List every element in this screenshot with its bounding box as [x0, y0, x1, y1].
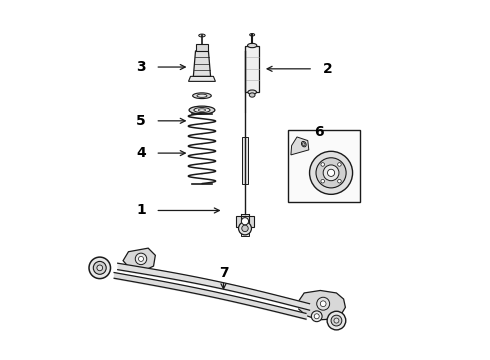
Circle shape — [316, 158, 346, 188]
Ellipse shape — [197, 94, 207, 97]
Text: 3: 3 — [136, 60, 146, 74]
Text: 5: 5 — [136, 114, 146, 128]
Circle shape — [242, 225, 248, 231]
Ellipse shape — [247, 43, 257, 48]
Ellipse shape — [250, 33, 255, 36]
Circle shape — [331, 315, 342, 326]
Circle shape — [311, 311, 322, 321]
Text: 4: 4 — [136, 146, 146, 160]
Circle shape — [314, 314, 319, 319]
Polygon shape — [189, 76, 216, 81]
Circle shape — [338, 179, 341, 183]
Ellipse shape — [248, 90, 256, 94]
Circle shape — [242, 218, 248, 225]
Text: 2: 2 — [322, 62, 332, 76]
Circle shape — [321, 179, 324, 183]
Bar — [196, 44, 208, 51]
Circle shape — [338, 163, 341, 166]
Text: 1: 1 — [136, 203, 146, 217]
Ellipse shape — [198, 109, 205, 111]
Circle shape — [89, 257, 111, 279]
Circle shape — [310, 151, 353, 194]
Ellipse shape — [194, 108, 210, 113]
Polygon shape — [194, 51, 211, 76]
Circle shape — [93, 261, 106, 274]
Circle shape — [97, 265, 102, 271]
Circle shape — [239, 222, 251, 235]
Circle shape — [317, 297, 330, 310]
Circle shape — [334, 318, 339, 323]
Bar — [241, 214, 249, 235]
Circle shape — [321, 163, 324, 166]
Ellipse shape — [303, 143, 305, 145]
Bar — [236, 216, 254, 226]
Bar — [245, 45, 259, 92]
Circle shape — [323, 165, 339, 181]
Ellipse shape — [193, 93, 211, 99]
Polygon shape — [123, 248, 155, 270]
Bar — [242, 137, 248, 184]
Ellipse shape — [199, 34, 205, 37]
Text: 6: 6 — [314, 125, 323, 139]
Circle shape — [327, 169, 335, 176]
Ellipse shape — [249, 93, 255, 97]
Ellipse shape — [301, 141, 306, 147]
Ellipse shape — [189, 106, 215, 114]
Circle shape — [320, 301, 326, 307]
Circle shape — [135, 253, 147, 265]
Circle shape — [327, 311, 346, 330]
Circle shape — [139, 256, 144, 261]
Polygon shape — [291, 137, 309, 155]
Text: 7: 7 — [219, 266, 228, 280]
Polygon shape — [298, 291, 345, 320]
Bar — [288, 130, 360, 202]
